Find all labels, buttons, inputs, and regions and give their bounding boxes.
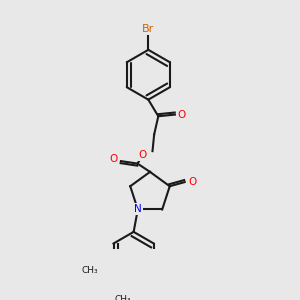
Text: CH₃: CH₃	[115, 295, 131, 300]
Text: Br: Br	[142, 24, 154, 34]
Text: O: O	[177, 110, 186, 120]
Text: N: N	[134, 205, 142, 214]
Text: O: O	[109, 154, 118, 164]
Text: O: O	[188, 177, 196, 187]
Text: CH₃: CH₃	[82, 266, 99, 275]
Text: O: O	[138, 150, 147, 160]
